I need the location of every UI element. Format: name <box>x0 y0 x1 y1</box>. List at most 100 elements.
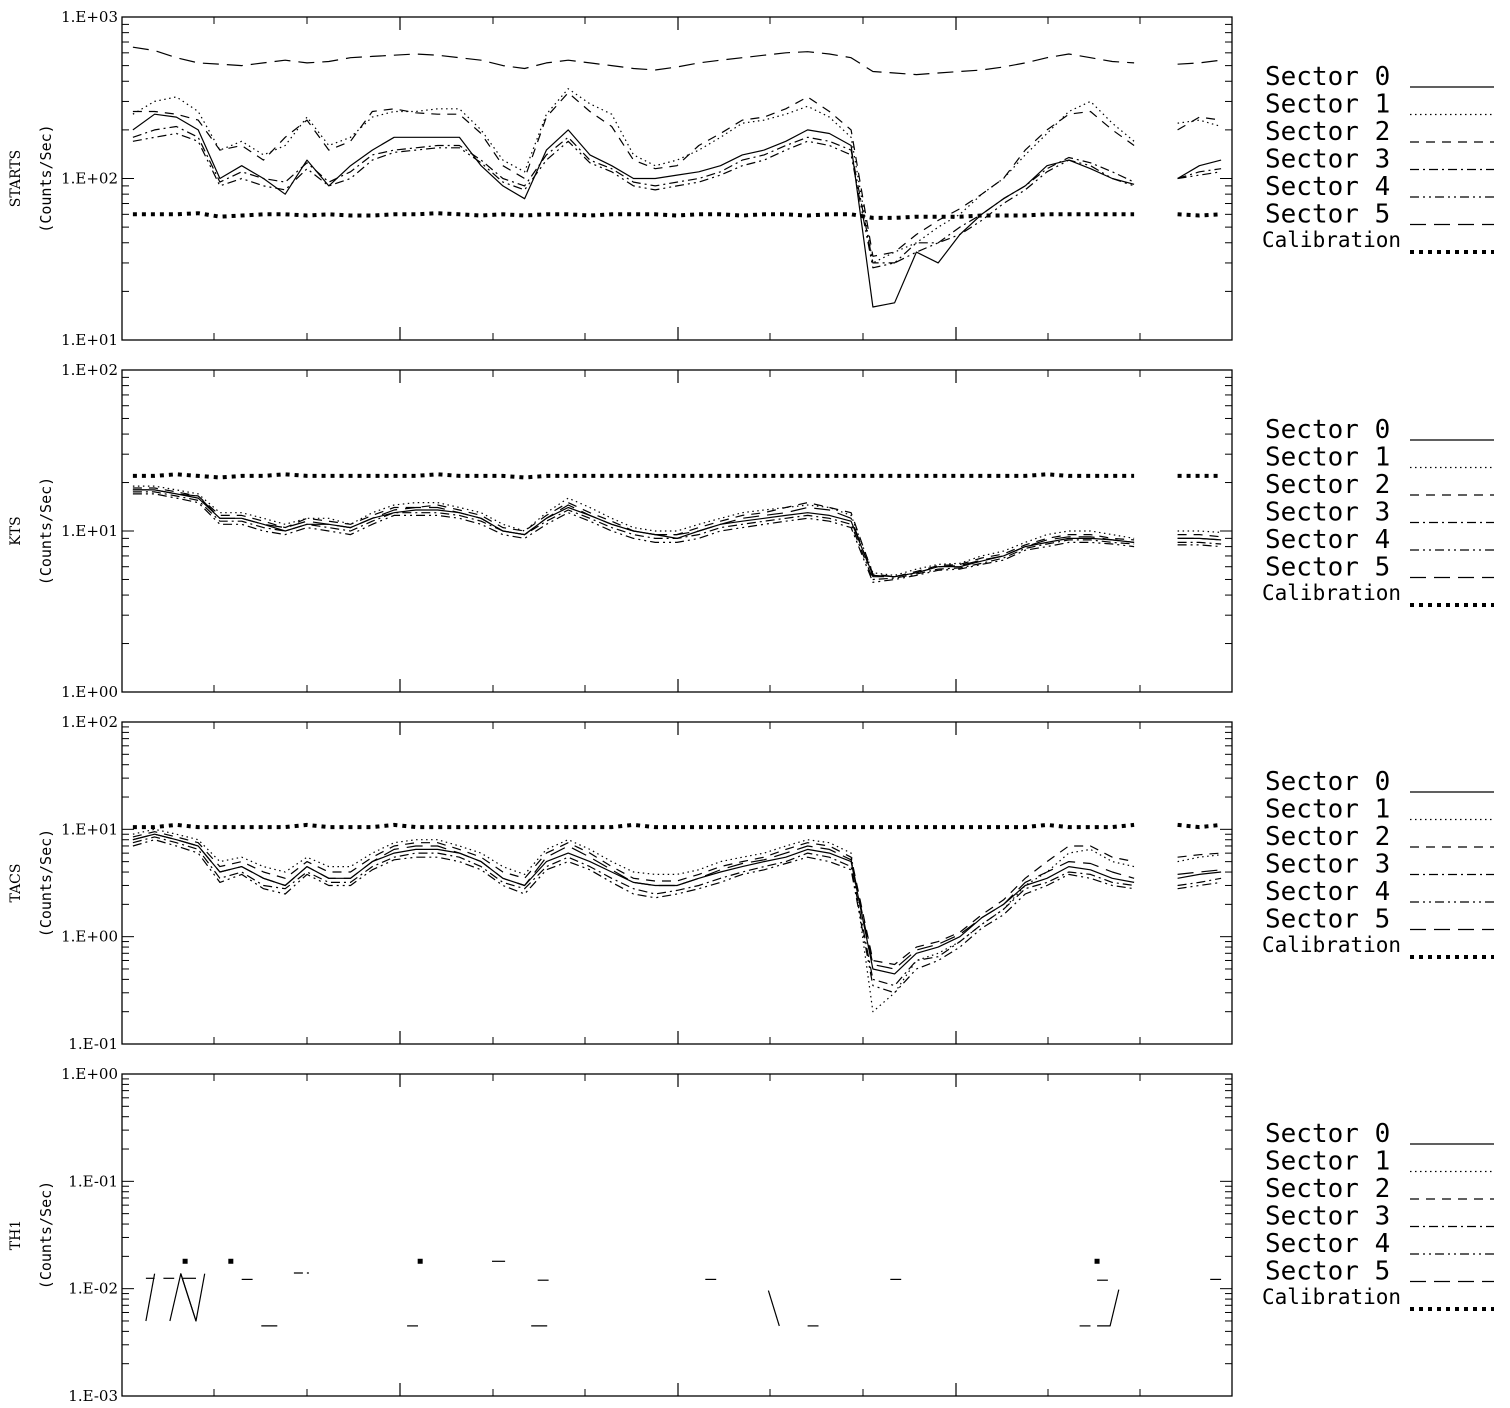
series-sector-4 <box>1177 544 1222 548</box>
y-tick-label: 1.E+01 <box>61 331 118 349</box>
series-sector-2 <box>132 831 1135 966</box>
y-axis-label: KTS <box>8 516 24 545</box>
legend-label-calibration: Calibration <box>1262 1285 1401 1309</box>
calibration-point <box>228 1258 234 1264</box>
series-sector-5 <box>132 489 1135 578</box>
series-calibration <box>132 211 1135 220</box>
series-sector-3 <box>1177 541 1222 545</box>
y-tick-label: 1.E-01 <box>68 1035 118 1053</box>
y-axis-label: STARTS <box>8 150 24 208</box>
legend-label-sector-5: Sector 5 <box>1265 905 1390 935</box>
y-tick-label: 1.E-01 <box>68 1172 118 1190</box>
legend-label-sector-4: Sector 4 <box>1265 525 1390 555</box>
series-sector-0 <box>1177 159 1222 180</box>
y-tick-label: 1.E+03 <box>61 8 118 26</box>
calibration-point <box>417 1258 423 1264</box>
series-sector-3 <box>132 836 1135 987</box>
series-sector-4 <box>132 839 1135 994</box>
plot-area <box>132 46 1222 308</box>
legend-label-sector-3: Sector 3 <box>1265 145 1390 175</box>
y-axis-unit: (Counts/Sec) <box>37 829 55 937</box>
y-tick-label: 1.E+00 <box>61 1065 118 1083</box>
legend-label-sector-2: Sector 2 <box>1265 117 1390 147</box>
series-sector-5 <box>1177 869 1222 875</box>
legend-label-calibration: Calibration <box>1262 581 1401 605</box>
series-sector-1 <box>132 88 1135 264</box>
series-calibration <box>132 822 1135 830</box>
y-tick-label: 1.E+02 <box>61 170 118 188</box>
series-fragment <box>767 1290 780 1327</box>
series-sector-4 <box>132 132 1135 269</box>
series-sector-3 <box>1177 877 1222 887</box>
series-sector-5 <box>132 833 1135 970</box>
y-tick-label: 1.E+00 <box>61 683 118 701</box>
legend-label-sector-0: Sector 0 <box>1265 415 1390 445</box>
legend-label-sector-1: Sector 1 <box>1265 90 1390 120</box>
legend-label-sector-5: Sector 5 <box>1265 200 1390 230</box>
panel-starts: 1.E+03 1.E+02 1.E+01 STARTS (Counts/Sec) Sect… <box>8 8 1494 349</box>
y-tick-label: 1.E+01 <box>61 522 118 540</box>
plot-frame <box>121 1073 1233 1397</box>
plot-frame <box>121 721 1233 1045</box>
series-sector-1 <box>132 828 1135 1013</box>
legend-label-sector-5: Sector 5 <box>1265 1257 1390 1287</box>
series-sector-3 <box>132 491 1135 581</box>
plot-area <box>132 822 1222 1013</box>
series-sector-0 <box>132 833 1135 975</box>
panel-kts: 1.E+02 1.E+01 1.E+00 KTS (Counts/Sec) Sector … <box>8 361 1494 701</box>
legend-label-sector-0: Sector 0 <box>1265 767 1390 797</box>
legend-label-sector-1: Sector 1 <box>1265 795 1390 825</box>
legend-label-sector-4: Sector 4 <box>1265 1229 1390 1259</box>
calibration-point <box>182 1258 188 1264</box>
calibration-point <box>1094 1258 1100 1264</box>
panel-th1: 1.E+00 1.E-01 1.E-02 1.E-03 TH1 (Counts/Sec) S… <box>8 1065 1494 1405</box>
y-tick-label: 1.E+02 <box>61 361 118 379</box>
legend-label-sector-3: Sector 3 <box>1265 498 1390 528</box>
series-calibration <box>132 472 1135 480</box>
legend-label-sector-3: Sector 3 <box>1265 850 1390 880</box>
y-tick-label: 1.E-03 <box>68 1387 118 1405</box>
series-calibration <box>1177 822 1222 830</box>
series-fragment <box>169 1273 206 1322</box>
legend-label-sector-0: Sector 0 <box>1265 1119 1390 1149</box>
series-sector-5 <box>1177 537 1222 541</box>
plot-area <box>132 472 1222 583</box>
legend-label-sector-2: Sector 2 <box>1265 470 1390 500</box>
series-sector-2 <box>132 92 1135 257</box>
legend-label-sector-2: Sector 2 <box>1265 822 1390 852</box>
legend-label-sector-4: Sector 4 <box>1265 172 1390 202</box>
series-sector-3 <box>1177 168 1222 180</box>
y-tick-label: 1.E+02 <box>61 713 118 731</box>
y-tick-label: 1.E+01 <box>61 820 118 838</box>
series-sector-1 <box>1177 854 1222 863</box>
series-sector-4 <box>132 493 1135 583</box>
legend-label-calibration: Calibration <box>1262 933 1401 957</box>
legend-label-sector-4: Sector 4 <box>1265 877 1390 907</box>
series-sector-0 <box>132 113 1135 308</box>
series-sector-4 <box>1177 881 1222 890</box>
plot-area <box>145 1258 1222 1327</box>
series-sector-2 <box>1177 533 1222 538</box>
series-fragment <box>1097 1289 1120 1327</box>
legend-label-sector-1: Sector 1 <box>1265 1147 1390 1177</box>
legend-label-sector-1: Sector 1 <box>1265 443 1390 473</box>
series-fragment <box>145 1273 156 1322</box>
y-axis-label: TH1 <box>8 1220 24 1250</box>
legend-label-sector-2: Sector 2 <box>1265 1174 1390 1204</box>
series-sector-5 <box>132 46 1135 76</box>
legend-label-sector-5: Sector 5 <box>1265 553 1390 583</box>
series-fragment <box>180 1273 197 1322</box>
series-sector-2 <box>1177 852 1222 858</box>
series-sector-1 <box>1177 530 1222 533</box>
series-sector-0 <box>1177 871 1222 879</box>
y-axis-unit: (Counts/Sec) <box>37 477 55 585</box>
y-tick-label: 1.E-02 <box>68 1280 118 1298</box>
series-sector-2 <box>1177 116 1222 131</box>
series-sector-3 <box>132 125 1135 264</box>
legend-label-sector-0: Sector 0 <box>1265 62 1390 92</box>
y-tick-label: 1.E+00 <box>61 928 118 946</box>
y-axis-unit: (Counts/Sec) <box>37 1181 55 1289</box>
